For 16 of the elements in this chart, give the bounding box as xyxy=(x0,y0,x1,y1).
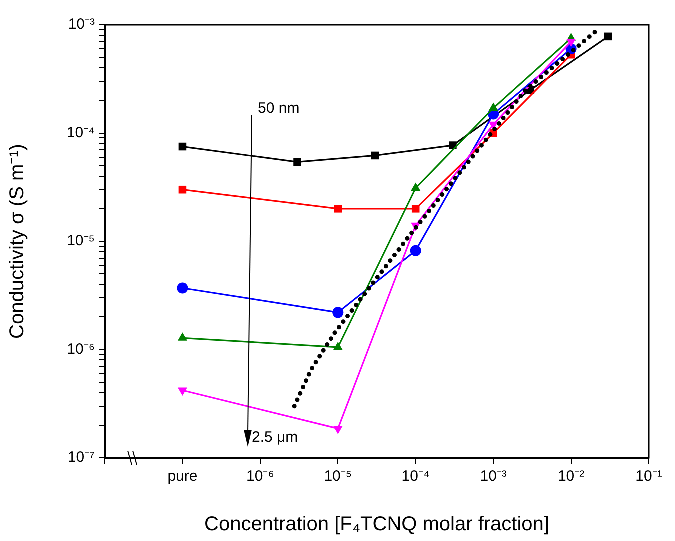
y-tick-label: 10⁻³ xyxy=(68,16,95,34)
annotation: 50 nm xyxy=(258,100,300,117)
y-tick-label: 10⁻⁴ xyxy=(66,124,95,142)
y-tick-label: 10⁻⁶ xyxy=(67,340,95,358)
x-tick-label: 10⁻¹ xyxy=(636,468,662,486)
y-axis-title: Conductivity σ (S m⁻¹) xyxy=(6,144,29,339)
x-tick-label: 10⁻⁶ xyxy=(246,468,274,486)
x-tick-label: pure xyxy=(168,468,198,486)
x-axis-title: Concentration [F₄TCNQ molar fraction] xyxy=(204,514,550,536)
y-tick-label: 10⁻⁷ xyxy=(68,449,95,466)
x-tick-label: 10⁻⁴ xyxy=(402,468,430,486)
y-tick-label: 10⁻⁵ xyxy=(67,232,95,250)
x-tick-label: 10⁻⁵ xyxy=(324,468,352,486)
annotation: 2.5 μm xyxy=(252,429,298,446)
x-tick-label: 10⁻³ xyxy=(480,468,507,486)
x-tick-label: 10⁻² xyxy=(558,468,585,486)
